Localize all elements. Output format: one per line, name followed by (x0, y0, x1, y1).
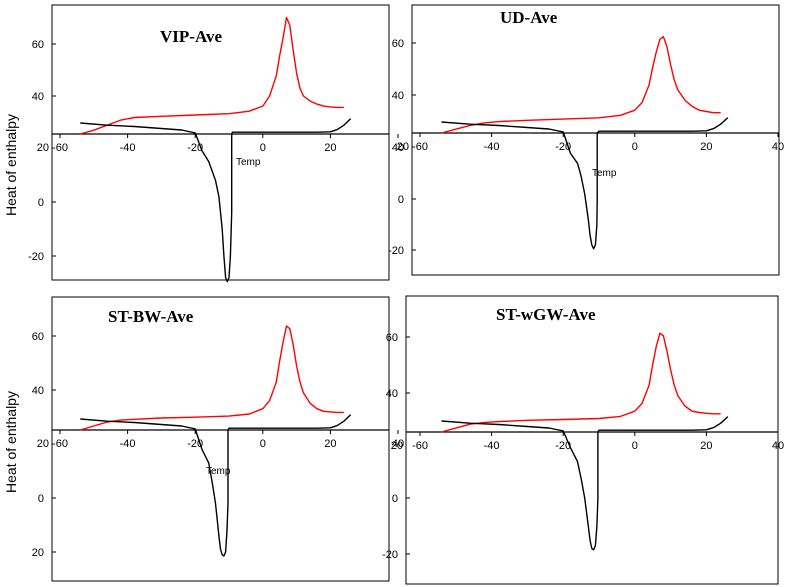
chart-title: ST-wGW-Ave (496, 305, 596, 324)
chart-title: VIP-Ave (160, 27, 222, 46)
heating-curve (80, 16, 344, 135)
x-tick-label: 20 (324, 142, 336, 154)
baseline-tick-label: 20 (37, 142, 49, 154)
plot-frame (51, 4, 390, 281)
y-tick-label-lower: 0 (392, 493, 398, 505)
chart-title: UD-Ave (500, 8, 558, 27)
y-axis-label-top: Heat of enthalpy (3, 114, 19, 216)
heating-curve (441, 332, 721, 433)
cooling-curve (80, 118, 352, 283)
baseline-tick-label: 20 (397, 141, 409, 153)
x-tick-label: 0 (632, 141, 638, 153)
y-tick-label-upper: 40 (392, 90, 404, 102)
y-tick-label-lower: 0 (398, 194, 404, 206)
heating-curve (441, 36, 721, 134)
x-tick-label: 0 (632, 440, 638, 452)
x-tick-label: -40 (120, 142, 136, 154)
y-tick-label-upper: 60 (32, 331, 44, 343)
y-tick-label-upper: 40 (386, 388, 398, 400)
y-tick-label-lower: -20 (382, 549, 398, 561)
y-tick-label-lower: -20 (28, 251, 44, 263)
x-tick-label: 20 (700, 141, 712, 153)
y-tick-label-lower: 0 (38, 197, 44, 209)
x-tick-label: -60 (412, 141, 428, 153)
y-tick-label-upper: 60 (386, 332, 398, 344)
x-tick-label: -40 (484, 141, 500, 153)
plot-frame (51, 296, 390, 582)
x-tick-label: 40 (772, 141, 784, 153)
x-tick-label: 40 (392, 142, 404, 154)
baseline-tick-label: 20 (391, 440, 403, 452)
chart-title: ST-BW-Ave (108, 307, 194, 326)
y-tick-label-upper: 40 (32, 91, 44, 103)
y-tick-label-lower: 0 (38, 493, 44, 505)
x-axis-label: Temp (236, 157, 261, 168)
y-tick-label-upper: 60 (32, 39, 44, 51)
x-tick-label: 0 (260, 438, 266, 450)
y-tick-label-lower: -20 (388, 245, 404, 257)
plot-frame (411, 4, 780, 276)
plot-frame (405, 295, 779, 585)
x-axis-label: Temp (592, 168, 617, 179)
y-tick-label-lower: 20 (32, 547, 44, 559)
y-tick-label-upper: 40 (32, 385, 44, 397)
x-tick-label: -20 (555, 440, 571, 452)
x-tick-label: -60 (412, 440, 428, 452)
x-tick-label: -40 (120, 438, 136, 450)
x-tick-label: -60 (52, 438, 68, 450)
x-tick-label: 40 (392, 438, 404, 450)
x-tick-label: 20 (324, 438, 336, 450)
cooling-curve (441, 117, 729, 250)
y-axis-label-bottom: Heat of enthalpy (3, 391, 19, 493)
cooling-curve (80, 414, 352, 557)
x-tick-label: 20 (700, 440, 712, 452)
chart-panel-1: -60 -40 -20 0 20 40 20 40 60 0 -20 VIP-Ave Temp (28, 4, 404, 283)
baseline-tick-label: 20 (37, 438, 49, 450)
x-tick-label: -40 (484, 440, 500, 452)
x-tick-label: 0 (260, 142, 266, 154)
heating-curve (80, 325, 344, 431)
x-tick-label: -60 (52, 142, 68, 154)
x-axis-label: Temp (206, 466, 231, 477)
x-tick-label: 40 (772, 440, 784, 452)
y-tick-label-upper: 60 (392, 38, 404, 50)
cooling-curve (441, 416, 729, 551)
